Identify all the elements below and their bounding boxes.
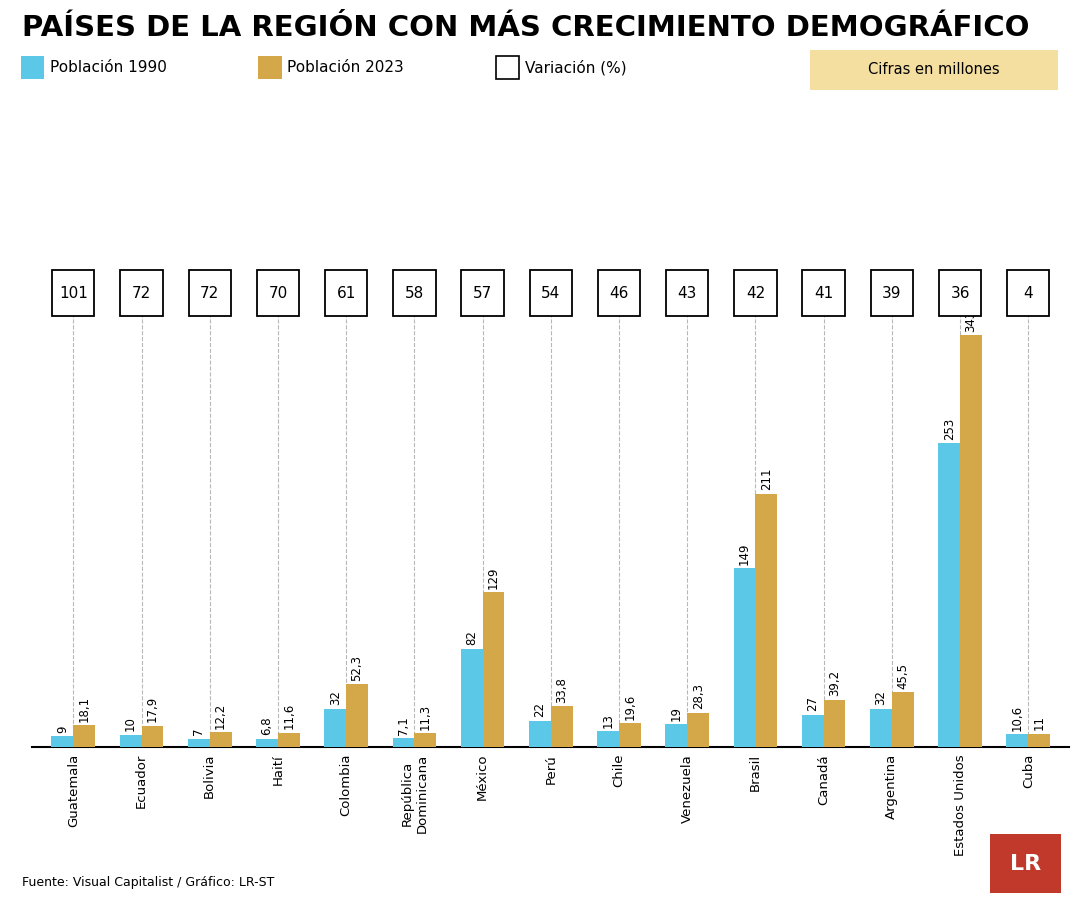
Bar	[461, 649, 483, 747]
Bar	[210, 733, 231, 747]
Text: 72: 72	[132, 285, 151, 301]
FancyBboxPatch shape	[666, 270, 708, 317]
Text: 70: 70	[268, 285, 287, 301]
Text: 4: 4	[1024, 285, 1034, 301]
Bar	[892, 692, 914, 747]
Text: 18,1: 18,1	[78, 696, 91, 722]
Bar	[529, 721, 551, 747]
Text: 17,9: 17,9	[146, 696, 159, 722]
Text: 58: 58	[405, 285, 424, 301]
Bar	[619, 724, 640, 747]
Text: 32: 32	[328, 690, 341, 705]
Text: 10,6: 10,6	[1011, 705, 1024, 731]
Bar	[392, 739, 415, 747]
Bar	[347, 684, 368, 747]
Text: 61: 61	[337, 285, 355, 301]
Bar	[120, 735, 141, 747]
Text: 39,2: 39,2	[828, 670, 841, 697]
Bar	[755, 494, 778, 747]
Text: 6,8: 6,8	[260, 716, 273, 735]
Text: 11,6: 11,6	[282, 703, 295, 730]
Bar	[1007, 734, 1028, 747]
Text: 32: 32	[875, 690, 888, 705]
Text: 11,3: 11,3	[419, 704, 432, 730]
Bar	[551, 706, 572, 747]
Text: 19,6: 19,6	[623, 694, 636, 720]
Bar	[665, 724, 687, 747]
Bar	[188, 739, 210, 747]
Bar	[687, 713, 710, 747]
Text: 7: 7	[192, 727, 205, 735]
Text: Población 1990: Población 1990	[50, 60, 166, 75]
Bar	[278, 734, 300, 747]
Text: Cifras en millones: Cifras en millones	[868, 62, 1000, 77]
Bar	[870, 708, 892, 747]
Text: 39: 39	[882, 285, 902, 301]
Bar	[141, 725, 163, 747]
Text: 33,8: 33,8	[555, 677, 568, 703]
Text: 7,1: 7,1	[397, 716, 410, 735]
Text: 9: 9	[56, 725, 69, 733]
FancyBboxPatch shape	[325, 270, 367, 317]
FancyBboxPatch shape	[120, 270, 163, 317]
Text: 13: 13	[602, 713, 615, 728]
Text: 52,3: 52,3	[351, 654, 364, 680]
Text: Población 2023: Población 2023	[287, 60, 404, 75]
FancyBboxPatch shape	[1008, 270, 1050, 317]
Text: 211: 211	[760, 468, 773, 490]
Text: 343: 343	[964, 310, 977, 332]
Text: 253: 253	[943, 418, 956, 440]
Text: 12,2: 12,2	[214, 703, 227, 729]
FancyBboxPatch shape	[461, 270, 503, 317]
Bar	[73, 725, 95, 747]
FancyBboxPatch shape	[870, 270, 913, 317]
Text: 27: 27	[807, 696, 820, 711]
Bar	[415, 734, 436, 747]
FancyBboxPatch shape	[52, 270, 94, 317]
FancyBboxPatch shape	[257, 270, 299, 317]
FancyBboxPatch shape	[939, 270, 982, 317]
Bar	[801, 715, 824, 747]
FancyBboxPatch shape	[189, 270, 231, 317]
Text: 41: 41	[814, 285, 834, 301]
Text: 43: 43	[677, 285, 697, 301]
Text: 101: 101	[59, 285, 87, 301]
Text: 11: 11	[1032, 716, 1045, 730]
Text: 45,5: 45,5	[896, 662, 909, 688]
Text: 46: 46	[609, 285, 629, 301]
FancyBboxPatch shape	[802, 270, 845, 317]
Text: 72: 72	[200, 285, 219, 301]
Text: 82: 82	[465, 630, 478, 645]
Text: 42: 42	[746, 285, 765, 301]
Text: 22: 22	[534, 702, 546, 717]
FancyBboxPatch shape	[734, 270, 777, 317]
Bar	[256, 739, 278, 747]
Bar	[939, 444, 960, 747]
Bar	[483, 592, 504, 747]
FancyBboxPatch shape	[393, 270, 435, 317]
Bar	[324, 708, 347, 747]
Text: 28,3: 28,3	[691, 683, 704, 709]
Bar	[597, 732, 619, 747]
Text: LR: LR	[1010, 853, 1041, 874]
FancyBboxPatch shape	[529, 270, 572, 317]
Text: 19: 19	[670, 706, 683, 721]
FancyBboxPatch shape	[598, 270, 640, 317]
Text: Variación (%): Variación (%)	[525, 59, 626, 76]
Text: 129: 129	[487, 566, 500, 589]
Text: PAÍSES DE LA REGIÓN CON MÁS CRECIMIENTO DEMOGRÁFICO: PAÍSES DE LA REGIÓN CON MÁS CRECIMIENTO …	[22, 14, 1029, 41]
Text: 57: 57	[473, 285, 492, 301]
Bar	[733, 568, 755, 747]
Bar	[960, 336, 982, 747]
Bar	[824, 700, 846, 747]
Text: 149: 149	[738, 542, 751, 564]
Bar	[52, 736, 73, 747]
Bar	[1028, 734, 1050, 747]
Text: 10: 10	[124, 716, 137, 732]
Text: 54: 54	[541, 285, 561, 301]
Text: Fuente: Visual Capitalist / Gráfico: LR-ST: Fuente: Visual Capitalist / Gráfico: LR-…	[22, 877, 274, 889]
Text: 36: 36	[950, 285, 970, 301]
